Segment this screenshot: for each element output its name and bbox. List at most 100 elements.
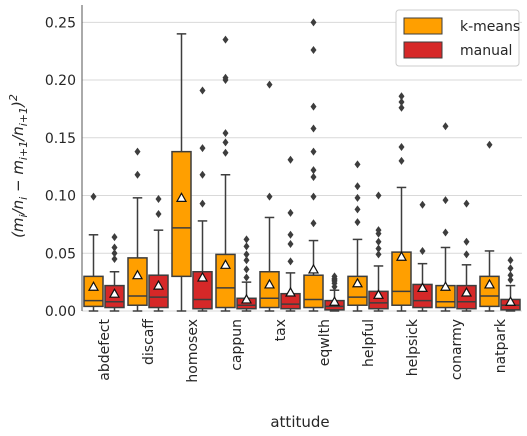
outlier-point (354, 182, 361, 191)
outlier-point (90, 192, 97, 201)
outlier-point (398, 103, 405, 112)
outlier-point (419, 246, 426, 255)
mean-marker (307, 263, 320, 274)
mean-marker (351, 277, 364, 288)
x-tick-label: helpful (361, 319, 377, 367)
outlier-point (222, 35, 229, 44)
legend-swatch-manual (403, 41, 443, 59)
outlier-point (243, 235, 250, 244)
outlier-point (199, 144, 206, 153)
outlier-point (243, 250, 250, 259)
outlier-point (111, 233, 118, 242)
legend: k-means manual (395, 9, 520, 67)
box-body (347, 275, 368, 306)
outlier-point (310, 219, 317, 228)
outlier-point (507, 275, 514, 284)
outlier-point (331, 272, 338, 281)
y-tick-label: 0.00 (45, 304, 76, 320)
outlier-point (222, 148, 229, 157)
outlier-point (486, 140, 493, 149)
outlier-point (310, 173, 317, 182)
outlier-point (222, 138, 229, 147)
box-manual-discaff (148, 194, 169, 312)
mean-marker (328, 296, 341, 306)
outlier-point (199, 199, 206, 208)
outlier-point (222, 73, 229, 82)
outlier-point (354, 193, 361, 202)
outlier-point (134, 170, 141, 179)
outlier-point (243, 273, 250, 282)
mean-marker (196, 271, 209, 282)
outlier-point (507, 256, 514, 265)
box-body (83, 275, 104, 308)
box-k-means-discaff (127, 147, 148, 312)
outlier-point (155, 210, 162, 219)
outlier-point (507, 264, 514, 273)
mean-marker (263, 278, 276, 289)
mean-marker (108, 287, 121, 298)
outlier-point (310, 147, 317, 156)
x-tick-label: natpark (493, 318, 509, 373)
box-k-means-eqwlth (303, 18, 324, 312)
outlier-point (419, 200, 426, 209)
outlier-point (243, 242, 250, 251)
box-k-means-tax (259, 80, 280, 312)
box-k-means-homosex (171, 33, 192, 312)
outlier-point (463, 199, 470, 208)
box-manual-eqwlth (324, 272, 345, 312)
box-manual-tax (280, 155, 301, 312)
outlier-point (375, 237, 382, 246)
outlier-point (310, 102, 317, 111)
outlier-point (398, 156, 405, 165)
outlier-point (310, 18, 317, 27)
x-tick-label: abdefect (97, 318, 113, 380)
outlier-point (134, 147, 141, 156)
outlier-point (354, 205, 361, 214)
y-tick-label: 0.05 (45, 246, 76, 262)
mean-marker (483, 278, 496, 289)
outlier-point (111, 243, 118, 252)
outlier-point (310, 124, 317, 133)
box-manual-natpark (500, 256, 521, 312)
mean-marker (416, 282, 429, 293)
outlier-point (199, 170, 206, 179)
mean-marker (395, 251, 408, 261)
outlier-point (442, 196, 449, 205)
outlier-point (354, 160, 361, 169)
legend-swatch-k-means (403, 17, 443, 35)
outlier-point (398, 143, 405, 152)
x-axis-label: attitude (270, 413, 329, 431)
box-manual-conarmy (456, 199, 477, 312)
y-tick-label: 0.20 (45, 73, 76, 89)
y-tick-label: 0.25 (45, 15, 76, 31)
outlier-point (375, 244, 382, 253)
y-tick-label: 0.15 (45, 131, 76, 147)
outlier-point (287, 230, 294, 239)
mean-marker (240, 293, 253, 304)
outlier-point (310, 46, 317, 55)
outlier-point (222, 129, 229, 138)
outlier-point (463, 250, 470, 259)
outlier-point (155, 194, 162, 203)
x-tick-label: tax (273, 319, 289, 341)
outlier-point (243, 265, 250, 274)
box-manual-helpsick (412, 54, 433, 312)
outlier-point (398, 97, 405, 106)
x-tick-label: eqwlth (317, 319, 333, 366)
box-body (456, 284, 477, 310)
mean-marker (152, 279, 165, 290)
x-tick-label: conarmy (449, 319, 465, 380)
outlier-point (375, 250, 382, 259)
outlier-point (354, 218, 361, 227)
outlier-point (287, 240, 294, 249)
x-tick-label: homosex (185, 319, 201, 383)
outlier-point (287, 155, 294, 164)
mean-marker (131, 269, 144, 280)
y-tick-label: 0.10 (45, 189, 76, 205)
box-manual-helpful (368, 191, 389, 312)
outlier-point (111, 249, 118, 258)
outlier-point (243, 256, 250, 265)
outlier-point (463, 237, 470, 246)
x-tick-labels: abdefect discaff homosex cappun tax eqwlth hel… (97, 318, 509, 382)
